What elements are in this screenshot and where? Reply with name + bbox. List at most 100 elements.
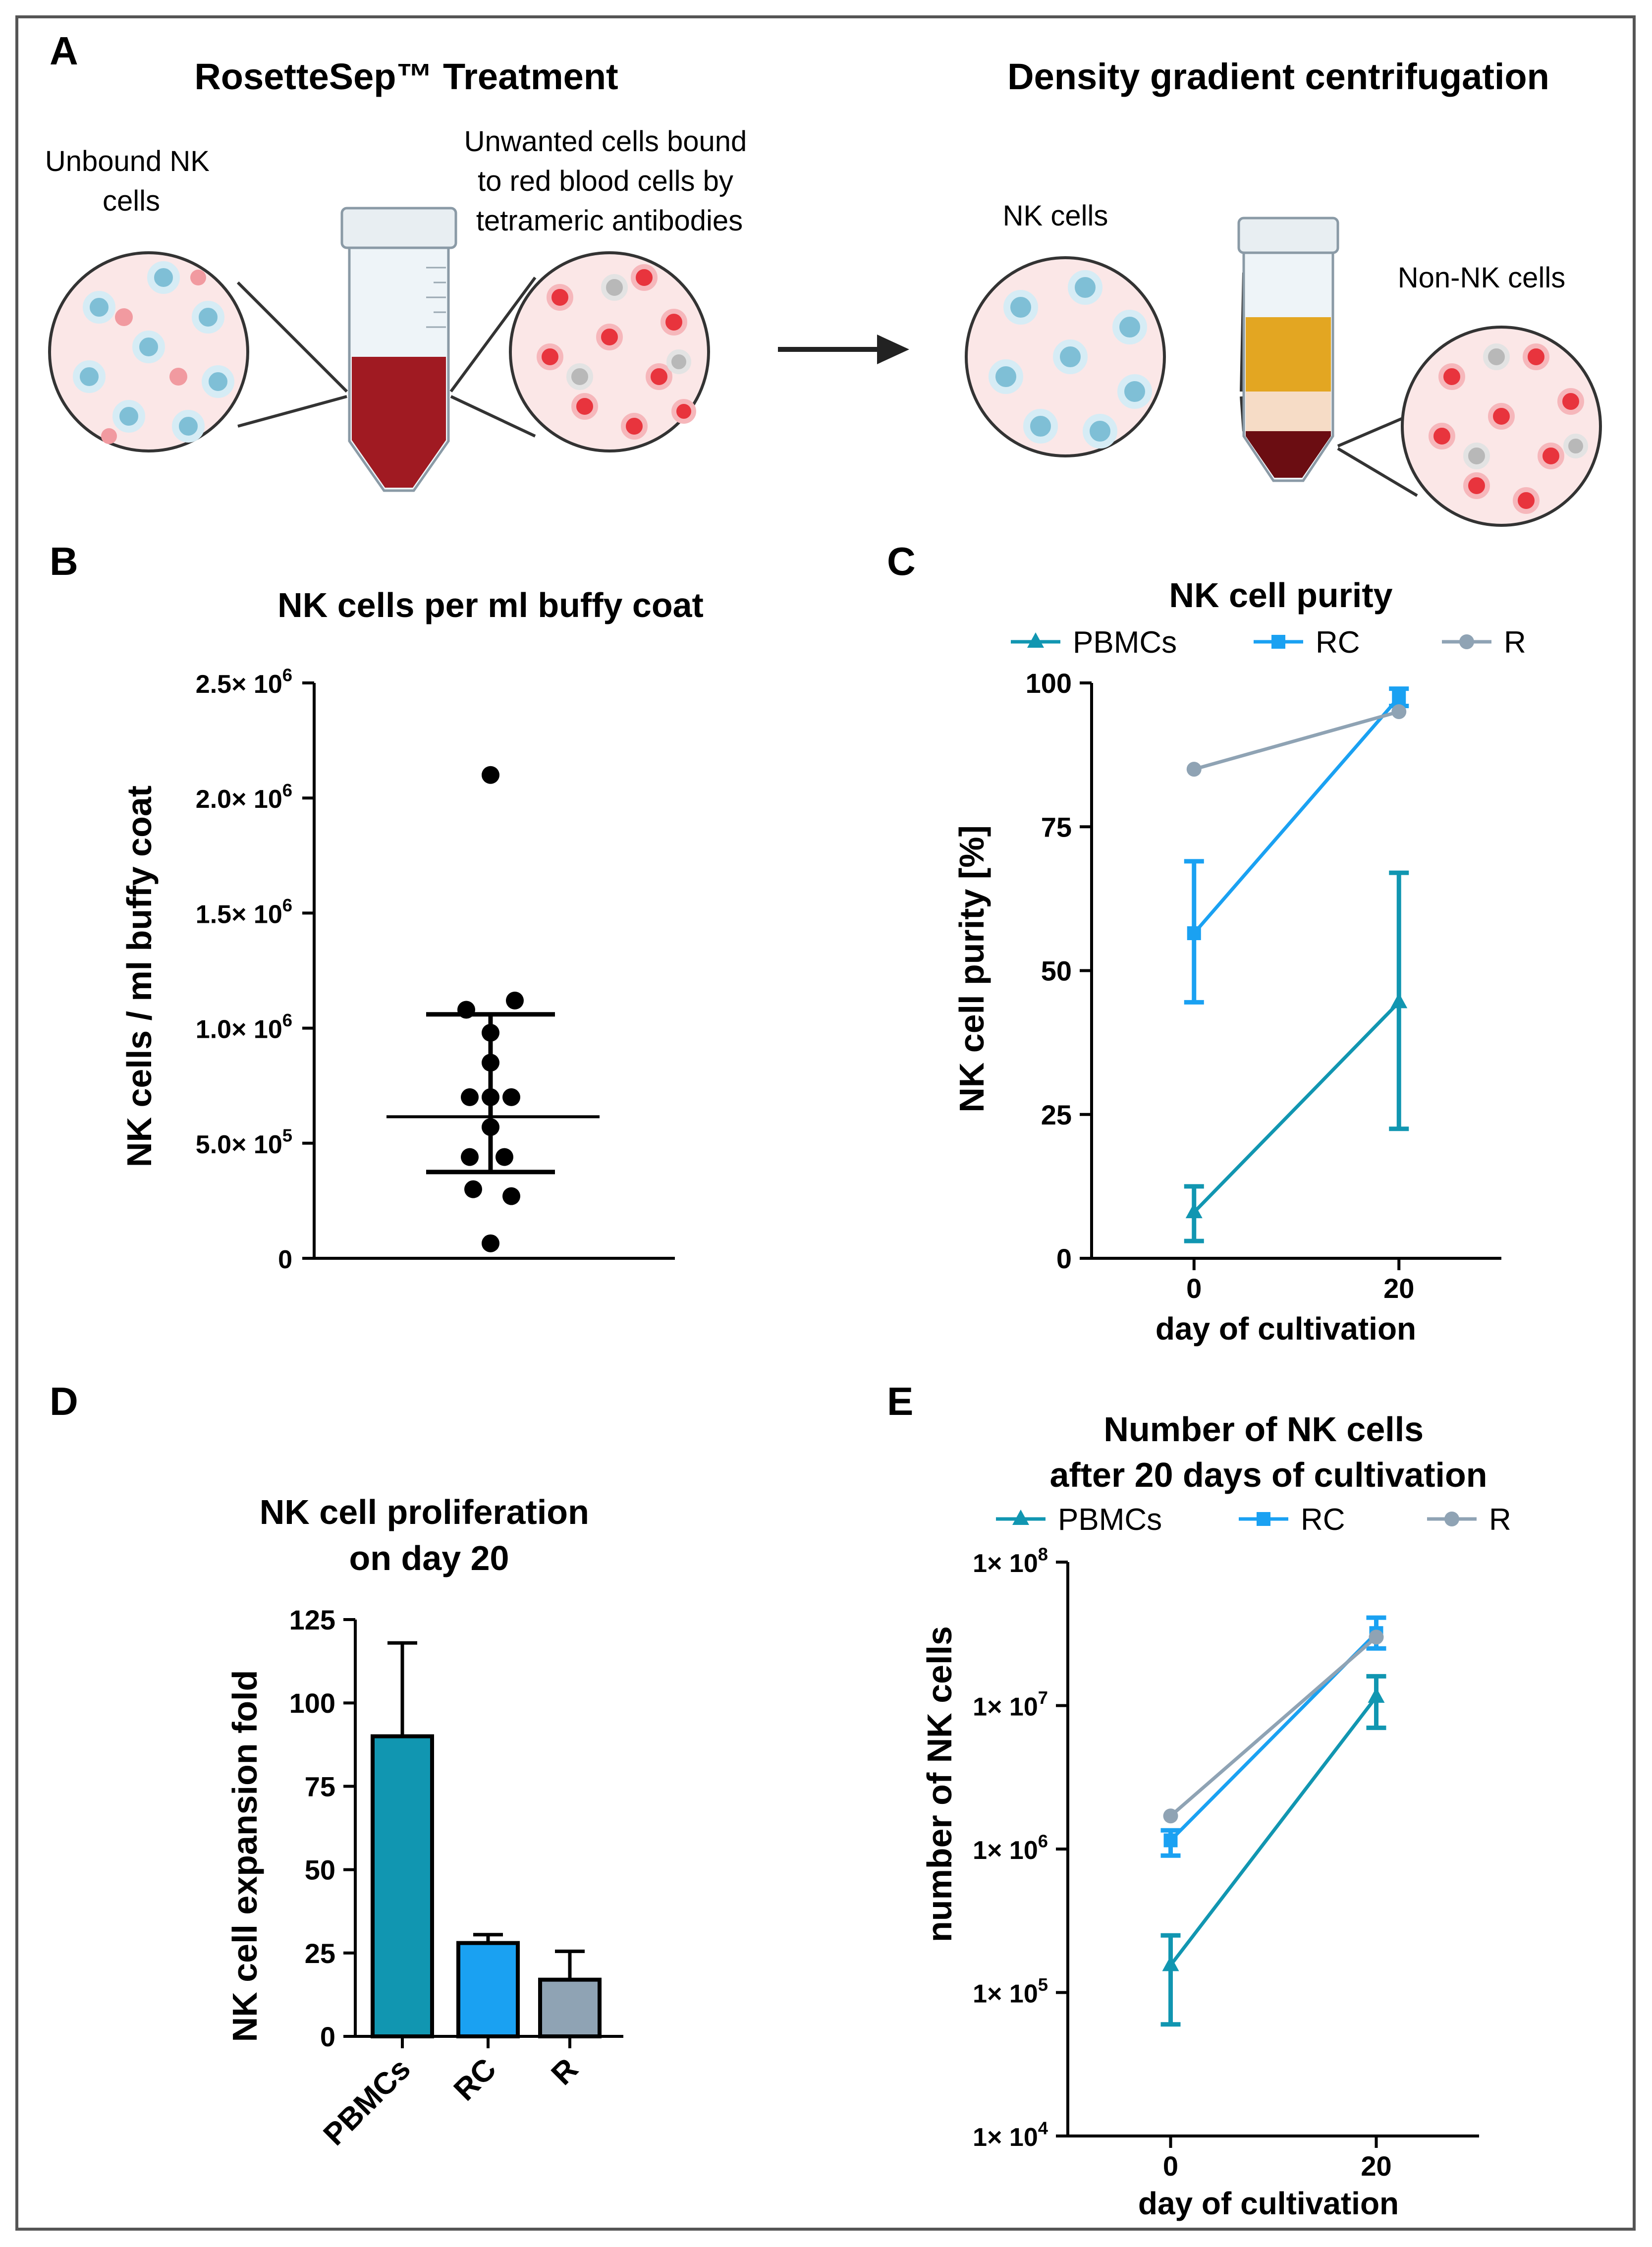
panel-d-title-line-2: on day 20	[349, 1539, 509, 1577]
panel-d-title-line-1: NK cell proliferation	[260, 1493, 589, 1531]
c-legend-label: R	[1504, 625, 1526, 660]
e-legend-label: RC	[1301, 1503, 1345, 1537]
c-series-line	[1193, 710, 1400, 771]
panel-e-x-label: day of cultivation	[1138, 2186, 1399, 2221]
b-y-tick-label-mantissa: 1.5× 10	[196, 900, 282, 929]
c-x-tick-label: 20	[1383, 1273, 1414, 1304]
b-y-tick-label-mantissa: 2.0× 10	[196, 785, 282, 814]
d-bar	[456, 1941, 520, 2038]
panel-e-title: Number of NK cells after 20 days of cult…	[1049, 1410, 1487, 1494]
label-unwanted-line-2: to red blood cells by	[478, 165, 733, 197]
e-x-tick-label: 20	[1361, 2150, 1391, 2182]
b-y-tick-label: 1.0× 106	[196, 1010, 292, 1044]
e-y-tick-label-mantissa: 1× 10	[973, 1980, 1038, 2009]
panel-a: A RosetteSep™ Treatment Density gradient…	[45, 29, 1602, 527]
b-y-tick-label-mantissa: 0	[278, 1245, 292, 1274]
e-y-tick-label: 1× 107	[973, 1687, 1048, 1721]
panel-e-title-line-1: Number of NK cells	[1103, 1410, 1424, 1449]
figure-border	[15, 15, 1636, 2231]
panel-c-y-label: NK cell purity [%]	[952, 825, 991, 1113]
b-data-point	[502, 1187, 520, 1205]
b-data-point	[482, 1023, 499, 1042]
b-y-tick-label: 2.5× 106	[196, 665, 292, 699]
c-y-tick-label: 50	[1041, 955, 1072, 987]
e-data-point	[1162, 1956, 1179, 1971]
e-y-tick-label-mantissa: 1× 10	[973, 1693, 1038, 1722]
label-nk-cells: NK cells	[1003, 200, 1108, 232]
c-data-point	[1392, 690, 1406, 705]
c-legend-label: RC	[1316, 625, 1360, 660]
d-y-tick-label: 0	[320, 2021, 335, 2052]
label-unbound-line-1: Unbound NK	[45, 145, 210, 177]
b-data-point	[461, 1148, 479, 1166]
b-data-point	[496, 1148, 513, 1166]
e-series-line	[1169, 1635, 1377, 1817]
e-y-tick-label-exponent: 7	[1038, 1687, 1048, 1708]
circle-non-nk-cells	[1401, 326, 1602, 527]
d-y-tick-label: 125	[289, 1604, 335, 1635]
d-y-tick-label: 25	[305, 1938, 335, 1969]
c-data-point	[1185, 1203, 1203, 1219]
panel-d-y-label: NK cell expansion fold	[225, 1670, 264, 2042]
c-y-tick-label: 0	[1056, 1243, 1072, 1274]
e-data-point	[1368, 1687, 1385, 1703]
circle-unbound-nk	[48, 251, 249, 452]
panel-d-letter: D	[50, 1379, 78, 1423]
b-y-tick-label-exponent: 6	[282, 895, 292, 915]
c-series-line	[1193, 696, 1400, 935]
b-y-tick-label-mantissa: 1.0× 10	[196, 1015, 282, 1044]
c-data-point	[1390, 993, 1408, 1009]
b-data-point	[464, 1180, 482, 1198]
label-unwanted-line-3: tetrameric antibodies	[476, 205, 743, 237]
e-legend-marker	[1444, 1512, 1459, 1526]
panel-d: D NK cell proliferation on day 20 NK cel…	[50, 1379, 623, 2152]
b-y-tick-label: 5.0× 105	[196, 1125, 292, 1159]
b-y-tick-label: 1.5× 106	[196, 895, 292, 929]
label-unbound-nk: Unbound NK cells	[45, 145, 218, 217]
b-y-tick-label-exponent: 6	[282, 665, 292, 685]
b-data-point	[482, 1054, 499, 1072]
e-y-tick-label: 1× 106	[973, 1831, 1048, 1865]
b-y-tick-label-exponent: 5	[282, 1125, 292, 1145]
panel-e-letter: E	[887, 1379, 913, 1423]
panel-c-title: NK cell purity	[1169, 576, 1392, 615]
e-series-line	[1169, 1695, 1378, 1966]
b-y-tick-label-mantissa: 5.0× 10	[196, 1130, 282, 1159]
panel-e: E Number of NK cells after 20 days of cu…	[887, 1379, 1511, 2221]
panel-a-right-title: Density gradient centrifugation	[1007, 56, 1549, 97]
b-y-tick-label-mantissa: 2.5× 10	[196, 670, 282, 699]
panel-c-x-label: day of cultivation	[1156, 1311, 1416, 1347]
e-y-tick-label-exponent: 8	[1038, 1544, 1048, 1565]
panel-b-y-label: NK cells / ml buffy coat	[120, 786, 159, 1167]
panel-a-left-title: RosetteSep™ Treatment	[194, 56, 618, 97]
label-unwanted-cells: Unwanted cells bound to red blood cells …	[464, 125, 755, 237]
e-legend-marker	[1012, 1510, 1029, 1525]
c-legend-marker	[1271, 635, 1285, 649]
panel-e-y-label: number of NK cells	[920, 1626, 959, 1942]
c-legend-marker	[1027, 632, 1044, 648]
label-unwanted-line-1: Unwanted cells bound	[464, 125, 747, 158]
b-data-point	[482, 766, 499, 784]
e-y-tick-label-mantissa: 1× 10	[973, 1549, 1038, 1578]
e-legend-marker	[1257, 1512, 1270, 1526]
panel-e-title-line-2: after 20 days of cultivation	[1049, 1456, 1487, 1494]
c-legend-marker	[1459, 634, 1474, 649]
b-y-tick-label: 0	[278, 1245, 292, 1274]
e-data-point	[1163, 1808, 1178, 1824]
b-data-point	[482, 1118, 499, 1136]
e-legend-label: PBMCs	[1058, 1503, 1162, 1537]
b-data-point	[457, 1001, 475, 1019]
c-data-point	[1187, 926, 1201, 941]
d-bar	[538, 1977, 602, 2039]
b-y-tick-label: 2.0× 106	[196, 780, 292, 814]
c-data-point	[1186, 762, 1202, 777]
panel-d-title: NK cell proliferation on day 20	[260, 1493, 599, 1577]
c-series-line	[1193, 1001, 1400, 1214]
process-arrow	[778, 335, 909, 364]
panel-c-letter: C	[887, 539, 916, 583]
d-y-tick-label: 50	[305, 1854, 335, 1886]
e-x-tick-label: 0	[1163, 2150, 1178, 2182]
e-y-tick-label-exponent: 5	[1038, 1974, 1048, 1995]
b-data-point	[502, 1088, 520, 1106]
zoom-lines	[236, 272, 1418, 497]
